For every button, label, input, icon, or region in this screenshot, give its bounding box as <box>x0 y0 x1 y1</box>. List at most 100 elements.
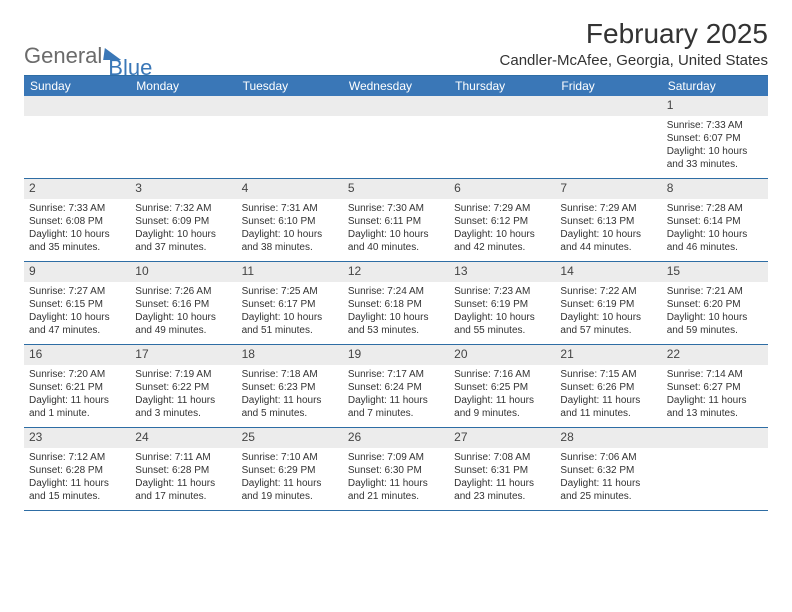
day-info-line: and 25 minutes. <box>560 490 656 503</box>
day-number <box>662 428 768 448</box>
day-info-line: Daylight: 10 hours <box>135 228 231 241</box>
day-info-line: Daylight: 10 hours <box>348 228 444 241</box>
day-info-line: Sunset: 6:23 PM <box>242 381 338 394</box>
day-info-line: and 42 minutes. <box>454 241 550 254</box>
day-info-line: Daylight: 10 hours <box>454 228 550 241</box>
day-cell <box>237 96 343 178</box>
day-body: Sunrise: 7:15 AMSunset: 6:26 PMDaylight:… <box>555 365 661 426</box>
day-info-line: and 15 minutes. <box>29 490 125 503</box>
day-number: 13 <box>449 262 555 282</box>
day-info-line: and 23 minutes. <box>454 490 550 503</box>
day-number <box>237 96 343 116</box>
day-info-line: Daylight: 10 hours <box>29 311 125 324</box>
day-info-line: Sunrise: 7:22 AM <box>560 285 656 298</box>
day-info-line: and 19 minutes. <box>242 490 338 503</box>
day-body: Sunrise: 7:17 AMSunset: 6:24 PMDaylight:… <box>343 365 449 426</box>
day-number: 26 <box>343 428 449 448</box>
day-info-line: Sunset: 6:16 PM <box>135 298 231 311</box>
day-info-line: Sunset: 6:29 PM <box>242 464 338 477</box>
day-info-line: Daylight: 10 hours <box>560 311 656 324</box>
day-info-line: Sunrise: 7:12 AM <box>29 451 125 464</box>
day-cell: 13Sunrise: 7:23 AMSunset: 6:19 PMDayligh… <box>449 262 555 344</box>
day-number: 5 <box>343 179 449 199</box>
day-number: 10 <box>130 262 236 282</box>
day-info-line: Sunset: 6:20 PM <box>667 298 763 311</box>
day-number: 16 <box>24 345 130 365</box>
logo-text-blue: Blue <box>108 55 152 81</box>
day-info-line: and 49 minutes. <box>135 324 231 337</box>
day-info-line: Sunset: 6:17 PM <box>242 298 338 311</box>
day-info-line: Daylight: 11 hours <box>29 477 125 490</box>
day-info-line: Sunrise: 7:29 AM <box>454 202 550 215</box>
day-body: Sunrise: 7:25 AMSunset: 6:17 PMDaylight:… <box>237 282 343 343</box>
dow-cell: Friday <box>555 76 661 96</box>
day-info-line: Daylight: 11 hours <box>560 477 656 490</box>
day-cell: 25Sunrise: 7:10 AMSunset: 6:29 PMDayligh… <box>237 428 343 510</box>
day-number: 8 <box>662 179 768 199</box>
day-info-line: and 1 minute. <box>29 407 125 420</box>
day-cell: 9Sunrise: 7:27 AMSunset: 6:15 PMDaylight… <box>24 262 130 344</box>
day-info-line: and 59 minutes. <box>667 324 763 337</box>
day-info-line: and 3 minutes. <box>135 407 231 420</box>
day-number: 7 <box>555 179 661 199</box>
day-info-line: Sunrise: 7:24 AM <box>348 285 444 298</box>
day-body: Sunrise: 7:22 AMSunset: 6:19 PMDaylight:… <box>555 282 661 343</box>
day-info-line: Sunset: 6:10 PM <box>242 215 338 228</box>
day-info-line: and 35 minutes. <box>29 241 125 254</box>
day-body: Sunrise: 7:19 AMSunset: 6:22 PMDaylight:… <box>130 365 236 426</box>
day-cell: 23Sunrise: 7:12 AMSunset: 6:28 PMDayligh… <box>24 428 130 510</box>
day-cell: 1Sunrise: 7:33 AMSunset: 6:07 PMDaylight… <box>662 96 768 178</box>
day-info-line: Daylight: 10 hours <box>667 228 763 241</box>
day-info-line: Daylight: 10 hours <box>667 145 763 158</box>
day-body: Sunrise: 7:12 AMSunset: 6:28 PMDaylight:… <box>24 448 130 509</box>
day-body: Sunrise: 7:16 AMSunset: 6:25 PMDaylight:… <box>449 365 555 426</box>
day-body: Sunrise: 7:11 AMSunset: 6:28 PMDaylight:… <box>130 448 236 509</box>
day-cell <box>24 96 130 178</box>
day-number: 11 <box>237 262 343 282</box>
day-cell: 14Sunrise: 7:22 AMSunset: 6:19 PMDayligh… <box>555 262 661 344</box>
day-info-line: and 11 minutes. <box>560 407 656 420</box>
day-info-line: Sunset: 6:26 PM <box>560 381 656 394</box>
day-body: Sunrise: 7:33 AMSunset: 6:08 PMDaylight:… <box>24 199 130 260</box>
day-info-line: and 37 minutes. <box>135 241 231 254</box>
day-info-line: and 17 minutes. <box>135 490 231 503</box>
day-body: Sunrise: 7:26 AMSunset: 6:16 PMDaylight:… <box>130 282 236 343</box>
day-info-line: Sunrise: 7:33 AM <box>667 119 763 132</box>
day-number: 20 <box>449 345 555 365</box>
day-number <box>449 96 555 116</box>
day-info-line: Sunset: 6:19 PM <box>454 298 550 311</box>
day-number <box>130 96 236 116</box>
day-cell: 17Sunrise: 7:19 AMSunset: 6:22 PMDayligh… <box>130 345 236 427</box>
day-info-line: Sunrise: 7:21 AM <box>667 285 763 298</box>
day-info-line: and 33 minutes. <box>667 158 763 171</box>
day-info-line: Daylight: 11 hours <box>454 477 550 490</box>
week-row: 1Sunrise: 7:33 AMSunset: 6:07 PMDaylight… <box>24 96 768 179</box>
day-cell: 27Sunrise: 7:08 AMSunset: 6:31 PMDayligh… <box>449 428 555 510</box>
calendar: SundayMondayTuesdayWednesdayThursdayFrid… <box>24 75 768 511</box>
day-info-line: Sunset: 6:31 PM <box>454 464 550 477</box>
dow-cell: Tuesday <box>237 76 343 96</box>
day-body: Sunrise: 7:08 AMSunset: 6:31 PMDaylight:… <box>449 448 555 509</box>
day-body: Sunrise: 7:33 AMSunset: 6:07 PMDaylight:… <box>662 116 768 177</box>
day-number: 6 <box>449 179 555 199</box>
day-cell: 20Sunrise: 7:16 AMSunset: 6:25 PMDayligh… <box>449 345 555 427</box>
day-number: 24 <box>130 428 236 448</box>
day-info-line: Daylight: 10 hours <box>348 311 444 324</box>
title-block: February 2025 Candler-McAfee, Georgia, U… <box>500 18 768 69</box>
day-cell <box>555 96 661 178</box>
day-cell <box>343 96 449 178</box>
month-title: February 2025 <box>500 18 768 50</box>
day-info-line: Sunrise: 7:17 AM <box>348 368 444 381</box>
day-number: 15 <box>662 262 768 282</box>
day-info-line: Daylight: 11 hours <box>242 394 338 407</box>
day-number <box>24 96 130 116</box>
day-info-line: and 55 minutes. <box>454 324 550 337</box>
day-info-line: Sunrise: 7:18 AM <box>242 368 338 381</box>
day-body: Sunrise: 7:32 AMSunset: 6:09 PMDaylight:… <box>130 199 236 260</box>
day-info-line: Daylight: 10 hours <box>242 228 338 241</box>
day-number: 12 <box>343 262 449 282</box>
day-info-line: Sunset: 6:24 PM <box>348 381 444 394</box>
week-row: 9Sunrise: 7:27 AMSunset: 6:15 PMDaylight… <box>24 262 768 345</box>
day-info-line: Sunrise: 7:10 AM <box>242 451 338 464</box>
day-info-line: Sunrise: 7:29 AM <box>560 202 656 215</box>
